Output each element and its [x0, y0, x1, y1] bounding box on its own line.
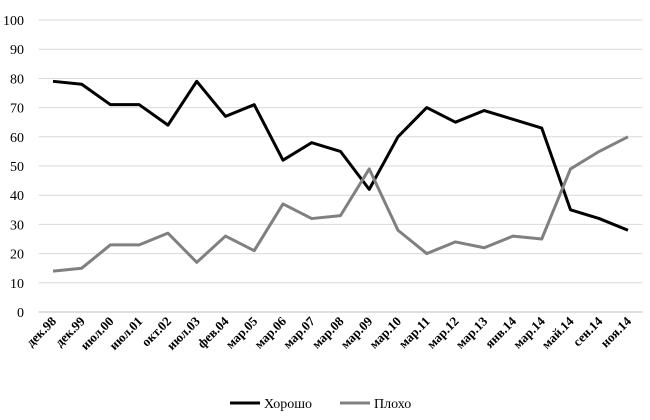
y-tick-label: 30	[10, 218, 24, 233]
y-tick-label: 100	[3, 14, 24, 29]
y-tick-label: 0	[17, 306, 24, 321]
y-tick-label: 60	[10, 131, 24, 146]
y-tick-label: 70	[10, 102, 24, 117]
y-tick-label: 90	[10, 43, 24, 58]
y-tick-label: 20	[10, 248, 24, 263]
x-tick-label: мар.13	[452, 313, 490, 351]
x-tick-label: ноя.14	[597, 313, 634, 350]
x-tick-label: май.14	[538, 313, 577, 352]
y-tick-label: 40	[10, 189, 24, 204]
legend-label: Хорошо	[264, 397, 312, 412]
x-tick-label: дек.98	[23, 313, 59, 349]
line-series	[52, 79, 629, 232]
y-tick-label: 50	[10, 160, 24, 175]
line-series	[52, 135, 629, 273]
legend-label: Плохо	[374, 397, 411, 412]
x-tick-label: мар.10	[366, 314, 404, 352]
x-tick-label: июл.03	[163, 313, 203, 353]
y-tick-label: 80	[10, 72, 24, 87]
y-tick-label: 10	[10, 277, 24, 292]
